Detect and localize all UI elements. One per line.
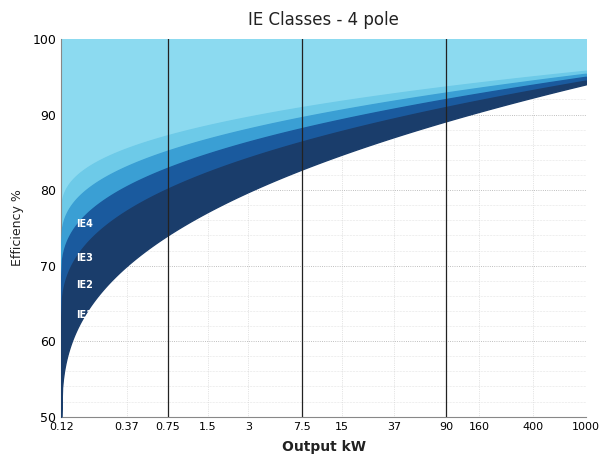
Y-axis label: Efficiency %: Efficiency % [11, 189, 24, 266]
Text: IE1: IE1 [76, 310, 93, 320]
Text: IE4: IE4 [76, 219, 93, 229]
Text: IE3: IE3 [76, 253, 93, 263]
Text: IE2: IE2 [76, 279, 93, 290]
X-axis label: Output kW: Output kW [282, 440, 365, 454]
Title: IE Classes - 4 pole: IE Classes - 4 pole [248, 11, 399, 29]
